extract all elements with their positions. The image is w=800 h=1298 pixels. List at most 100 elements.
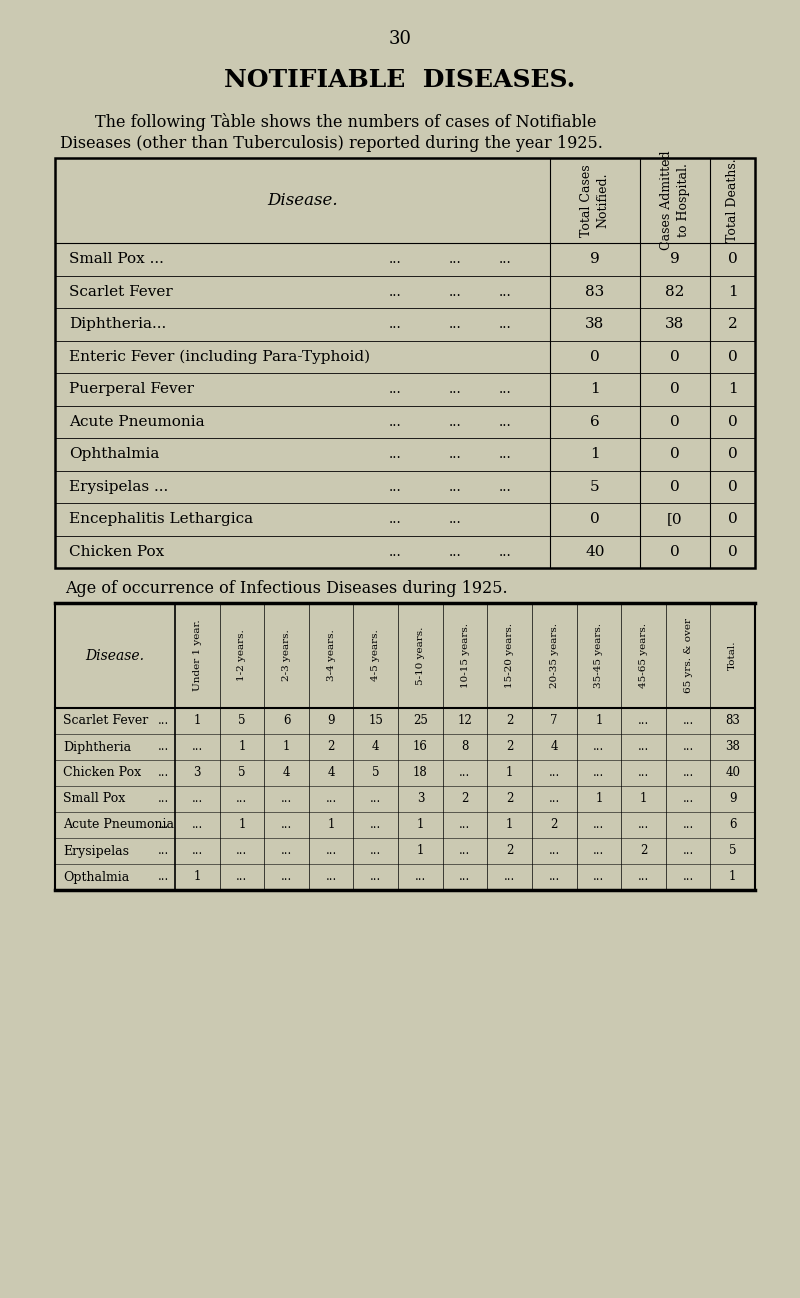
Text: 16: 16	[413, 740, 428, 754]
Text: 0: 0	[728, 480, 738, 493]
Text: 1: 1	[417, 845, 424, 858]
Text: ...: ...	[682, 845, 694, 858]
Text: Diphtheria: Diphtheria	[63, 740, 131, 754]
Text: ...: ...	[449, 480, 462, 493]
Text: ...: ...	[682, 740, 694, 754]
Text: ...: ...	[370, 819, 382, 832]
Text: [0: [0	[667, 513, 683, 526]
Text: 3-4 years.: 3-4 years.	[326, 630, 336, 681]
Text: ...: ...	[326, 871, 337, 884]
Text: 9: 9	[590, 252, 600, 266]
Text: ...: ...	[498, 382, 511, 396]
Text: ...: ...	[389, 545, 402, 558]
Text: 35-45 years.: 35-45 years.	[594, 623, 603, 688]
Text: ...: ...	[281, 871, 292, 884]
Text: 0: 0	[728, 252, 738, 266]
Text: ...: ...	[389, 513, 402, 526]
Text: Diseases (other than Tuberculosis) reported during the year 1925.: Diseases (other than Tuberculosis) repor…	[60, 135, 603, 152]
Text: 4: 4	[550, 740, 558, 754]
Text: ...: ...	[158, 845, 169, 858]
Text: 2: 2	[640, 845, 647, 858]
Text: 5: 5	[590, 480, 600, 493]
Text: ...: ...	[370, 871, 382, 884]
Text: 1: 1	[595, 714, 602, 727]
Text: Acute Pneumonia: Acute Pneumonia	[63, 819, 174, 832]
Text: Chicken Pox: Chicken Pox	[63, 767, 141, 780]
Text: Erysipelas: Erysipelas	[63, 845, 129, 858]
Text: 1: 1	[327, 819, 335, 832]
Text: 6: 6	[729, 819, 737, 832]
Text: Small Pox: Small Pox	[63, 793, 126, 806]
Text: ...: ...	[449, 415, 462, 428]
Text: 4: 4	[372, 740, 379, 754]
Text: Total Cases
Notified.: Total Cases Notified.	[581, 164, 610, 236]
Text: 0: 0	[728, 349, 738, 363]
Text: ...: ...	[370, 845, 382, 858]
Text: 1: 1	[590, 382, 600, 396]
Text: 5: 5	[729, 845, 737, 858]
Text: ...: ...	[549, 793, 560, 806]
Text: ...: ...	[498, 545, 511, 558]
Text: ...: ...	[326, 845, 337, 858]
Text: Cases Admitted
to Hospital.: Cases Admitted to Hospital.	[661, 151, 690, 251]
Text: 1: 1	[238, 740, 246, 754]
Text: 4-5 years.: 4-5 years.	[371, 630, 380, 681]
Text: Disease.: Disease.	[86, 649, 145, 662]
Text: 8: 8	[462, 740, 469, 754]
Text: 5: 5	[372, 767, 379, 780]
Text: 1: 1	[590, 448, 600, 461]
Text: 5-10 years.: 5-10 years.	[416, 627, 425, 684]
Text: ...: ...	[389, 284, 402, 299]
Text: Scarlet Fever: Scarlet Fever	[69, 284, 173, 299]
Text: ...: ...	[638, 767, 649, 780]
Text: ...: ...	[158, 793, 169, 806]
Text: 2: 2	[462, 793, 469, 806]
Text: 9: 9	[670, 252, 680, 266]
Text: ...: ...	[389, 480, 402, 493]
Text: 0: 0	[728, 545, 738, 558]
Text: 82: 82	[666, 284, 685, 299]
Text: 2: 2	[327, 740, 335, 754]
Text: ...: ...	[192, 819, 203, 832]
Text: ...: ...	[449, 252, 462, 266]
Text: ...: ...	[281, 819, 292, 832]
Text: 3: 3	[194, 767, 201, 780]
Text: 45-65 years.: 45-65 years.	[639, 623, 648, 688]
Text: Opthalmia: Opthalmia	[63, 871, 130, 884]
Text: 25: 25	[413, 714, 428, 727]
Text: ...: ...	[638, 871, 649, 884]
Text: 40: 40	[725, 767, 740, 780]
Text: Total Deaths.: Total Deaths.	[726, 158, 739, 243]
Text: 4: 4	[327, 767, 335, 780]
Text: ...: ...	[236, 845, 247, 858]
Text: ...: ...	[192, 740, 203, 754]
Text: ...: ...	[638, 714, 649, 727]
Text: 0: 0	[670, 349, 680, 363]
Text: ...: ...	[498, 480, 511, 493]
Text: 83: 83	[586, 284, 605, 299]
Text: 3: 3	[417, 793, 424, 806]
Text: ...: ...	[370, 793, 382, 806]
Text: ...: ...	[449, 513, 462, 526]
Text: ...: ...	[281, 793, 292, 806]
Text: ...: ...	[549, 871, 560, 884]
Text: 1: 1	[728, 284, 738, 299]
Bar	[55, 158, 755, 569]
Text: 5: 5	[238, 767, 246, 780]
Text: 1: 1	[417, 819, 424, 832]
Text: 7: 7	[550, 714, 558, 727]
Text: 38: 38	[586, 317, 605, 331]
Text: ...: ...	[594, 819, 605, 832]
Text: ...: ...	[389, 252, 402, 266]
Text: ...: ...	[449, 448, 462, 461]
Text: 12: 12	[458, 714, 472, 727]
Text: Puerperal Fever: Puerperal Fever	[69, 382, 194, 396]
Text: ...: ...	[389, 415, 402, 428]
Text: ...: ...	[459, 871, 470, 884]
Text: 38: 38	[726, 740, 740, 754]
Text: ...: ...	[192, 845, 203, 858]
Text: Diphtheria...: Diphtheria...	[69, 317, 166, 331]
Text: ...: ...	[414, 871, 426, 884]
Text: Disease.: Disease.	[267, 192, 338, 209]
Text: 1: 1	[729, 871, 736, 884]
